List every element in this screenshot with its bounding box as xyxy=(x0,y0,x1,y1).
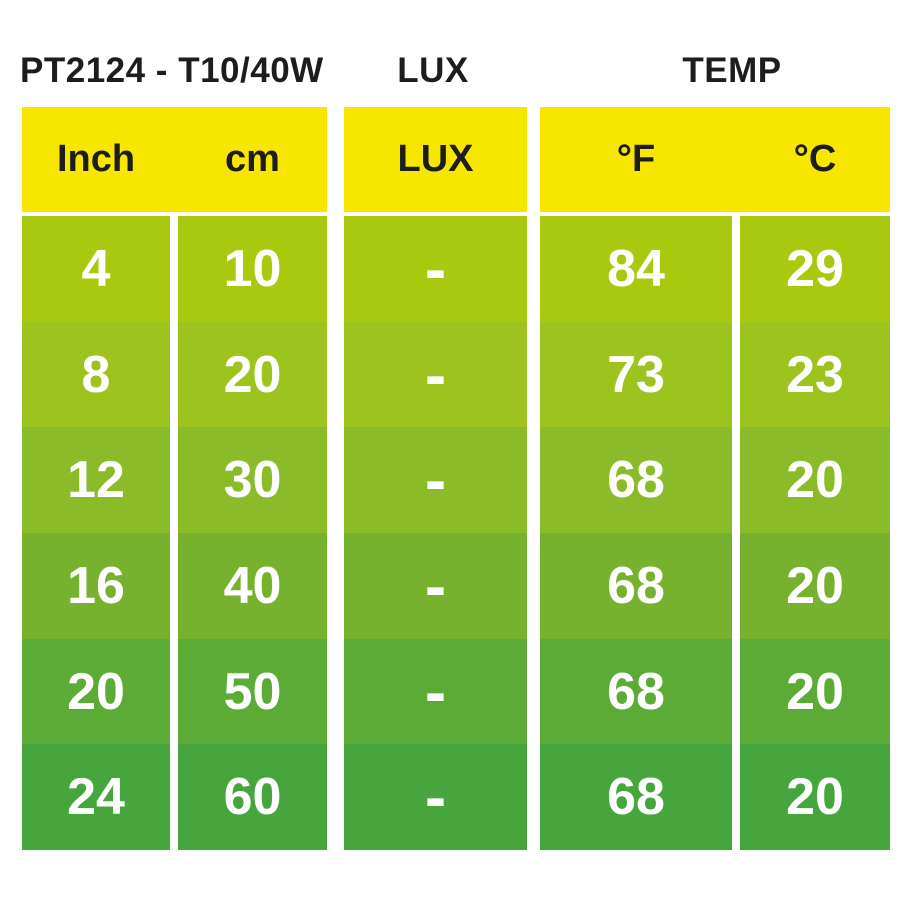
cell-celsius: 20 xyxy=(740,638,890,745)
column-header-fahrenheit: °F xyxy=(616,138,656,180)
cell-lux: - xyxy=(344,216,527,322)
cell-cm: 40 xyxy=(178,533,327,639)
cell-lux: - xyxy=(344,638,527,745)
cell-fahrenheit: 84 xyxy=(540,216,732,322)
cell-fahrenheit: 68 xyxy=(540,427,732,534)
column-header-inch: Inch xyxy=(56,138,136,180)
table-row: 4 10 - 84 29 xyxy=(22,216,890,322)
cell-lux: - xyxy=(344,321,527,428)
cell-inch: 4 xyxy=(22,216,170,322)
page-title: PT2124 - T10/40W xyxy=(20,51,324,90)
column-header-cm: cm xyxy=(225,138,280,180)
cell-cm: 50 xyxy=(178,638,327,745)
table-row: 24 60 - 68 20 xyxy=(22,744,890,851)
cell-fahrenheit: 68 xyxy=(540,533,732,639)
cell-celsius: 20 xyxy=(740,533,890,639)
table-row: 16 40 - 68 20 xyxy=(22,533,890,639)
cell-celsius: 23 xyxy=(740,321,890,428)
lux-section-label: LUX xyxy=(397,51,469,90)
cell-fahrenheit: 68 xyxy=(540,638,732,745)
cell-cm: 60 xyxy=(178,744,327,851)
table-row: 8 20 - 73 23 xyxy=(22,321,890,428)
table-row: 12 30 - 68 20 xyxy=(22,427,890,534)
cell-lux: - xyxy=(344,533,527,639)
cell-celsius: 29 xyxy=(740,216,890,322)
header-block-lux: LUX xyxy=(344,107,527,212)
cell-fahrenheit: 68 xyxy=(540,744,732,851)
cell-cm: 10 xyxy=(178,216,327,322)
cell-celsius: 20 xyxy=(740,427,890,534)
cell-inch: 12 xyxy=(22,427,170,534)
cell-inch: 24 xyxy=(22,744,170,851)
cell-fahrenheit: 73 xyxy=(540,321,732,428)
header-block-distance: Inch cm xyxy=(22,107,327,212)
cell-lux: - xyxy=(344,427,527,534)
column-header-celsius: °C xyxy=(793,138,837,180)
table-row: 20 50 - 68 20 xyxy=(22,638,890,745)
header-block-temp: °F °C xyxy=(540,107,890,212)
cell-inch: 20 xyxy=(22,638,170,745)
cell-celsius: 20 xyxy=(740,744,890,851)
cell-cm: 30 xyxy=(178,427,327,534)
cell-cm: 20 xyxy=(178,321,327,428)
table-body: 4 10 - 84 29 8 20 - 73 23 12 30 - 68 20 … xyxy=(22,216,890,851)
cell-inch: 16 xyxy=(22,533,170,639)
temp-section-label: TEMP xyxy=(682,51,782,90)
table-header-row: Inch cm LUX °F °C xyxy=(22,107,890,212)
cell-lux: - xyxy=(344,744,527,851)
cell-inch: 8 xyxy=(22,321,170,428)
column-header-lux: LUX xyxy=(397,138,474,180)
